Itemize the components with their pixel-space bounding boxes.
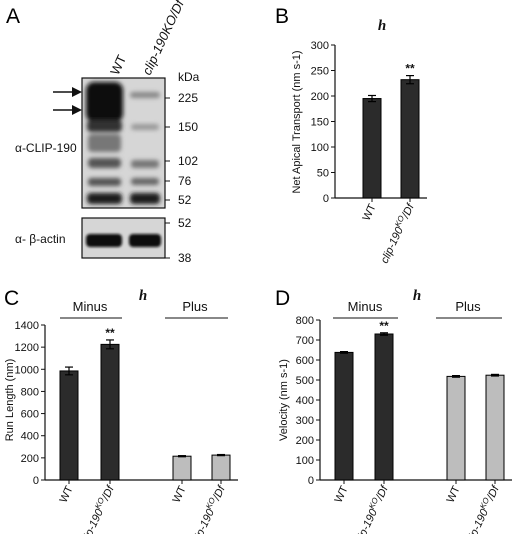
y-tick-label: 700 — [296, 335, 314, 347]
y-tick-label: 250 — [311, 66, 329, 78]
y-tick-label: 50 — [317, 168, 329, 180]
group-label-minus: Minus — [348, 299, 383, 314]
western-blot-panel: WT clip-190KO/Df — [15, 0, 200, 265]
panel-letter-a: A — [6, 5, 20, 28]
group-label-plus: Plus — [455, 299, 481, 314]
bar — [362, 98, 382, 199]
chart-panel-d: h Minus Plus Velocity (nm s-1) 0 100 200 30… — [278, 288, 512, 534]
blot-lane-label-mutant: clip-190KO/Df — [139, 0, 187, 77]
x-tick-label: WT — [333, 484, 351, 505]
panel-letter-b: B — [275, 5, 289, 28]
y-tick-label: 600 — [296, 355, 314, 367]
y-tick-label: 500 — [296, 375, 314, 387]
bar — [446, 375, 466, 481]
significance-marker: ** — [105, 326, 115, 340]
significance-marker: ** — [379, 319, 389, 333]
panel-letter-c: C — [4, 287, 19, 310]
marker-label: 38 — [178, 251, 192, 265]
y-tick-label: 1200 — [15, 342, 39, 354]
y-tick-label: 1400 — [15, 320, 39, 332]
chart-title: h — [139, 288, 147, 304]
y-tick-label: 200 — [21, 453, 39, 465]
y-axis-title: Run Length (nm) — [4, 359, 16, 442]
y-tick-label: 100 — [311, 142, 329, 154]
bar — [172, 455, 192, 481]
panel-letter-d: D — [275, 287, 290, 310]
y-tick-label: 800 — [21, 386, 39, 398]
bar — [211, 454, 231, 481]
y-tick-label: 200 — [311, 91, 329, 103]
y-tick-label: 0 — [33, 475, 39, 487]
bar — [400, 79, 420, 199]
blot-lane-label-wt: WT — [107, 53, 129, 78]
chart-panel-c: h Minus Plus Run Length (nm) 0 200 400 600 8… — [4, 288, 238, 534]
y-tick-label: 800 — [296, 315, 314, 327]
y-tick-label: 300 — [296, 415, 314, 427]
bar — [334, 351, 354, 481]
chart-panel-b: h Net Apical Transport (nm s-1) 0 50 100 15… — [291, 18, 427, 265]
y-tick-label: 400 — [296, 395, 314, 407]
x-tick-label: clip-190KO/Df — [377, 201, 417, 266]
marker-label: 102 — [178, 154, 198, 168]
marker-label: 52 — [178, 193, 192, 207]
kda-label: kDa — [178, 70, 200, 84]
x-tick-label: WT — [445, 484, 463, 505]
chart-title: h — [378, 18, 386, 34]
y-tick-label: 1000 — [15, 364, 39, 376]
group-label-minus: Minus — [73, 299, 108, 314]
chart-title: h — [413, 288, 421, 304]
y-tick-label: 100 — [296, 455, 314, 467]
marker-label: 150 — [178, 120, 198, 134]
blot-top-membrane — [81, 77, 166, 209]
x-tick-label: clip-190KO/Df — [188, 483, 228, 534]
x-tick-label: WT — [58, 484, 76, 505]
y-axis-title: Velocity (nm s-1) — [278, 359, 290, 441]
y-tick-label: 150 — [311, 117, 329, 129]
y-tick-label: 600 — [21, 409, 39, 421]
blot-bottom-membrane — [81, 217, 166, 259]
marker-label: 76 — [178, 174, 192, 188]
arrow-icon — [53, 87, 82, 97]
y-tick-label: 200 — [296, 435, 314, 447]
y-tick-label: 0 — [323, 193, 329, 205]
bar — [485, 374, 505, 481]
group-label-plus: Plus — [182, 299, 208, 314]
y-tick-label: 0 — [308, 475, 314, 487]
bar — [59, 370, 79, 481]
antibody-label-actin: α- β-actin — [15, 232, 66, 246]
y-tick-label: 400 — [21, 431, 39, 443]
marker-label: 52 — [178, 216, 192, 230]
bar — [374, 333, 394, 481]
x-tick-label: clip-190KO/Df — [77, 483, 117, 534]
x-tick-label: clip-190KO/Df — [462, 483, 502, 534]
significance-marker: ** — [405, 62, 415, 76]
y-tick-label: 300 — [311, 40, 329, 52]
marker-label: 225 — [178, 91, 198, 105]
y-axis-title: Net Apical Transport (nm s-1) — [291, 50, 303, 193]
antibody-label-clip190: α-CLIP-190 — [15, 141, 77, 155]
bar — [100, 343, 120, 481]
x-tick-label: WT — [361, 202, 379, 223]
x-tick-label: clip-190KO/Df — [351, 483, 391, 534]
x-tick-label: WT — [171, 484, 189, 505]
arrow-icon — [53, 105, 82, 115]
